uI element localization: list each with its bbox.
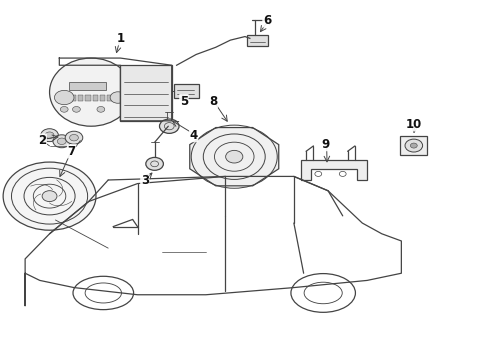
Circle shape bbox=[54, 90, 74, 105]
Text: 6: 6 bbox=[263, 14, 271, 27]
Bar bbox=[400, 136, 427, 155]
Text: 9: 9 bbox=[321, 138, 330, 150]
Circle shape bbox=[226, 150, 243, 163]
Circle shape bbox=[159, 119, 179, 134]
Ellipse shape bbox=[73, 276, 134, 310]
Bar bbox=[247, 35, 268, 45]
Circle shape bbox=[70, 134, 78, 141]
Text: 10: 10 bbox=[405, 118, 422, 131]
Circle shape bbox=[411, 143, 417, 148]
Bar bbox=[93, 95, 98, 101]
Ellipse shape bbox=[49, 58, 133, 126]
Text: 5: 5 bbox=[180, 95, 188, 108]
Circle shape bbox=[65, 131, 83, 144]
Text: 4: 4 bbox=[190, 129, 198, 142]
Polygon shape bbox=[301, 160, 367, 180]
Bar bbox=[100, 95, 105, 101]
Polygon shape bbox=[190, 127, 279, 186]
Bar bbox=[121, 65, 172, 121]
Circle shape bbox=[60, 107, 68, 112]
Circle shape bbox=[57, 138, 66, 144]
Circle shape bbox=[42, 191, 57, 202]
Bar bbox=[78, 95, 83, 101]
Circle shape bbox=[3, 162, 96, 230]
Circle shape bbox=[405, 139, 422, 152]
Circle shape bbox=[53, 135, 71, 148]
Text: 3: 3 bbox=[141, 174, 149, 186]
Bar bbox=[107, 95, 113, 101]
Text: 2: 2 bbox=[38, 134, 46, 147]
Circle shape bbox=[97, 107, 105, 112]
Bar bbox=[85, 95, 91, 101]
Circle shape bbox=[45, 132, 54, 138]
Bar bbox=[71, 95, 76, 101]
Circle shape bbox=[146, 157, 163, 170]
Bar bbox=[174, 84, 198, 98]
Circle shape bbox=[110, 92, 126, 103]
Text: 8: 8 bbox=[209, 95, 218, 108]
Circle shape bbox=[73, 107, 80, 112]
Circle shape bbox=[41, 129, 58, 141]
Text: 7: 7 bbox=[68, 145, 75, 158]
Text: 1: 1 bbox=[116, 32, 124, 45]
Ellipse shape bbox=[291, 274, 355, 312]
Bar bbox=[69, 82, 106, 90]
